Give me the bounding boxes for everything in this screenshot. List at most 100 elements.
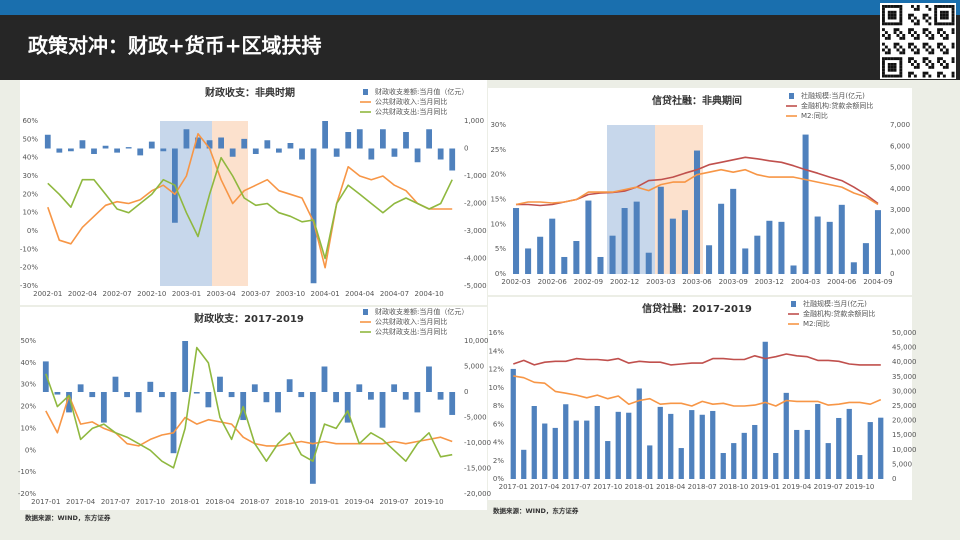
x-tick-label: 2004-06 (827, 278, 857, 286)
qr-module (902, 34, 906, 37)
qr-module (899, 19, 903, 23)
bar (549, 218, 556, 274)
bar (521, 449, 527, 479)
x-tick-label: 2003-06 (682, 278, 712, 286)
line-series (513, 375, 882, 407)
bar (510, 368, 516, 479)
qr-module (916, 34, 920, 37)
bar (804, 429, 810, 479)
legend-label: 财政收支差额:当月值（亿元） (375, 87, 468, 96)
y2-tick-label: -2,000 (464, 200, 487, 208)
bar (54, 392, 61, 395)
qr-module (931, 65, 935, 69)
bar (42, 361, 49, 392)
y2-tick-label: 0 (892, 475, 896, 483)
qr-module (908, 45, 911, 49)
bar (437, 148, 444, 160)
qr-module (911, 34, 914, 37)
bar (241, 138, 248, 149)
bar (573, 420, 579, 479)
qr-module (934, 10, 938, 14)
qr-module (913, 22, 917, 26)
bar (815, 403, 821, 479)
qr-module (893, 22, 897, 26)
legend-swatch (363, 89, 368, 95)
qr-module (922, 28, 926, 32)
y-tick-label: 8% (493, 402, 504, 410)
qr-module (899, 16, 903, 20)
qr-module (942, 31, 946, 34)
bar (379, 392, 386, 428)
bar (573, 241, 580, 274)
legend-label: M2:同比 (803, 319, 830, 328)
qr-module (940, 13, 943, 17)
qr-module (945, 51, 949, 55)
bar (647, 445, 653, 479)
bar (525, 248, 532, 274)
qr-module (899, 45, 903, 49)
bar (310, 148, 317, 284)
bar (218, 137, 224, 149)
qr-module (896, 74, 900, 78)
qr-module (940, 16, 943, 20)
bar (252, 148, 259, 154)
bar (657, 406, 663, 479)
x-tick-label: 2004-07 (380, 290, 409, 298)
qr-module (916, 5, 920, 8)
bar (102, 145, 109, 149)
bar (345, 132, 352, 149)
qr-module (882, 74, 885, 78)
qr-module (951, 13, 955, 17)
bar (657, 186, 664, 274)
panel (20, 80, 487, 305)
bar (838, 204, 845, 274)
qr-module (887, 13, 891, 17)
qr-module (942, 5, 946, 8)
bar (846, 408, 852, 479)
qr-module (945, 13, 949, 17)
qr-module (916, 48, 920, 52)
x-tick-label: 2018-07 (240, 498, 269, 506)
qr-module (911, 19, 914, 23)
qr-module (916, 7, 920, 11)
bar (251, 384, 258, 392)
bar (693, 150, 701, 274)
x-tick-label: 2019-10 (414, 498, 443, 506)
bar (229, 148, 236, 157)
qr-module (911, 63, 914, 66)
y-tick-label: 30% (490, 121, 506, 129)
qr-module (887, 68, 891, 72)
qr-module (893, 28, 897, 32)
qr-module (928, 31, 932, 34)
qr-module (916, 22, 920, 26)
qr-module (882, 57, 885, 61)
qr-module (951, 42, 955, 46)
qr-module (925, 71, 929, 75)
qr-module (887, 57, 891, 61)
y2-tick-label: 6,000 (890, 142, 910, 150)
qr-module (890, 68, 894, 72)
qr-module (937, 71, 940, 75)
qr-module (922, 45, 926, 49)
bar (217, 376, 223, 392)
qr-module (896, 28, 900, 32)
qr-module (913, 31, 917, 34)
qr-module (942, 36, 946, 40)
qr-module (925, 57, 929, 61)
qr-module (948, 22, 952, 26)
y2-tick-label: 5,000 (464, 363, 484, 371)
qr-module (922, 31, 926, 34)
bar (79, 140, 86, 149)
qr-module (908, 71, 911, 75)
bar (195, 137, 201, 149)
qr-module (916, 63, 920, 66)
qr-module (940, 28, 943, 32)
qr-module (899, 57, 903, 61)
qr-module (916, 19, 920, 23)
qr-module (916, 36, 920, 40)
x-tick-label: 2019-01 (310, 498, 339, 506)
x-tick-label: 2019-01 (751, 483, 780, 491)
qr-module (882, 68, 885, 72)
qr-code (880, 3, 956, 79)
bar (286, 379, 293, 392)
